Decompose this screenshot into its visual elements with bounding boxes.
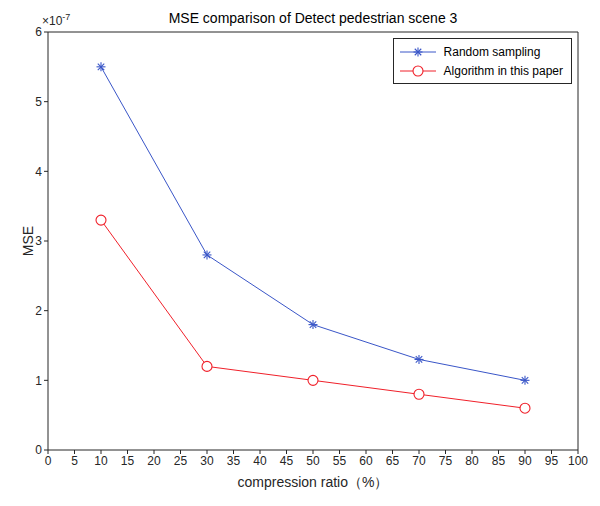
svg-text:50: 50	[306, 454, 320, 468]
svg-text:25: 25	[174, 454, 188, 468]
svg-text:75: 75	[439, 454, 453, 468]
svg-text:5: 5	[35, 95, 42, 109]
svg-text:60: 60	[359, 454, 373, 468]
svg-text:0: 0	[35, 443, 42, 457]
svg-text:3: 3	[35, 234, 42, 248]
html-text:MSE: MSE	[20, 225, 36, 257]
svg-text:90: 90	[518, 454, 532, 468]
svg-text:0: 0	[45, 454, 52, 468]
svg-text:35: 35	[227, 454, 241, 468]
html-text:MSE comparison of Detect pedes: MSE comparison of Detect pedestrian scen…	[168, 10, 458, 26]
svg-text:65: 65	[386, 454, 400, 468]
svg-text:6: 6	[35, 25, 42, 39]
svg-text:80: 80	[465, 454, 479, 468]
svg-text:20: 20	[147, 454, 161, 468]
svg-text:70: 70	[412, 454, 426, 468]
svg-text:1: 1	[35, 374, 42, 388]
svg-text:10: 10	[94, 454, 108, 468]
svg-text:45: 45	[280, 454, 294, 468]
svg-text:55: 55	[333, 454, 347, 468]
html-text:×10-7: ×10-7	[42, 12, 71, 28]
svg-text:100: 100	[568, 454, 588, 468]
svg-text:5: 5	[71, 454, 78, 468]
svg-text:15: 15	[121, 454, 135, 468]
html-text:Random sampling: Random sampling	[443, 44, 541, 59]
svg-text:95: 95	[545, 454, 559, 468]
html-text:Algorithm in this paper: Algorithm in this paper	[443, 63, 563, 78]
svg-text:30: 30	[200, 454, 214, 468]
svg-text:4: 4	[35, 165, 42, 179]
svg-text:85: 85	[492, 454, 506, 468]
svg-text:40: 40	[253, 454, 267, 468]
svg-text:2: 2	[35, 304, 42, 318]
html-text:compression ratio（%）: compression ratio（%）	[237, 474, 389, 490]
